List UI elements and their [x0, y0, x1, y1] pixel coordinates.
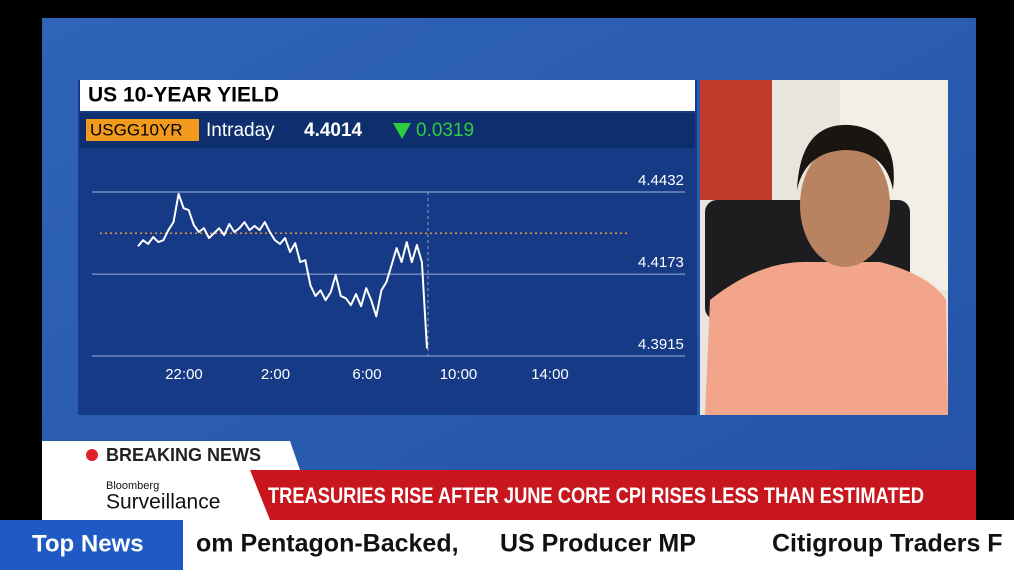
hair	[797, 124, 894, 190]
ticker-label: Top News	[32, 530, 144, 557]
ticker-item: Citigroup Traders F	[772, 530, 1003, 558]
ticker-badge	[86, 119, 199, 141]
face	[800, 143, 890, 267]
yield-line	[137, 192, 428, 349]
headline-bar	[250, 470, 976, 520]
wall-art	[700, 80, 772, 200]
y-tick-label: 4.4432	[638, 172, 684, 189]
x-tick-label: 6:00	[352, 366, 381, 383]
show-brand: Bloomberg	[106, 480, 159, 492]
breaking-label: BREAKING NEWS	[106, 445, 261, 465]
down-arrow	[393, 123, 411, 139]
y-tick-label: 4.4173	[638, 254, 684, 271]
plot: 4.4432 4.4173 4.3915 22:00 2:00 6:00 10:00 14:0…	[92, 172, 685, 383]
x-tick-label: 14:00	[531, 366, 569, 383]
breaking-tab	[42, 441, 300, 470]
x-tick-label: 22:00	[165, 366, 203, 383]
ticker-item: US Producer MP	[500, 530, 696, 558]
y-tick-label: 4.3915	[638, 336, 684, 353]
title-bar	[80, 80, 695, 111]
chart-title: US 10-YEAR YIELD	[88, 84, 279, 107]
change-value: 0.0319	[416, 120, 474, 141]
x-tick-label: 2:00	[261, 366, 290, 383]
show-name: Surveillance	[106, 491, 220, 514]
x-tick-label: 10:00	[440, 366, 478, 383]
shirt	[705, 261, 948, 415]
period: Intraday	[206, 120, 275, 141]
ticker-label-box	[0, 520, 183, 570]
last-value: 4.4014	[304, 120, 363, 141]
live-dot	[86, 449, 98, 461]
ticker-symbol: USGG10YR	[90, 120, 183, 139]
ticker-item: om Pentagon-Backed,	[196, 530, 459, 558]
headline: TREASURIES RISE AFTER JUNE CORE CPI RISE…	[268, 483, 924, 508]
